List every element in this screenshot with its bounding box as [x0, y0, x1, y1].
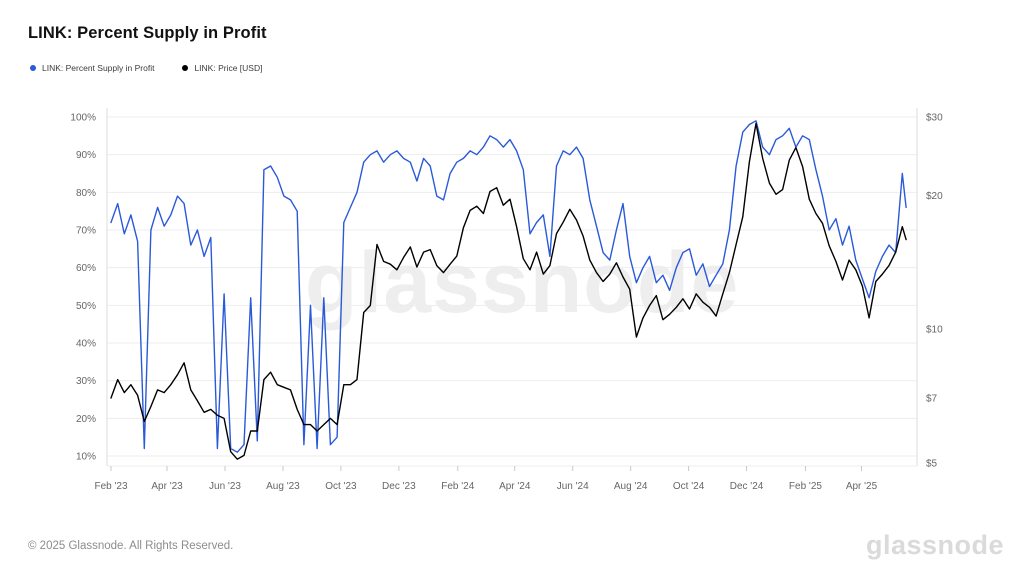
page-title: LINK: Percent Supply in Profit [28, 24, 267, 42]
y-axis-label-right: $10 [926, 325, 943, 336]
x-axis-label: Jun '23 [209, 481, 241, 492]
y-axis-label-right: $7 [926, 394, 938, 405]
legend-dot-price-icon [182, 65, 189, 71]
legend-dot-percent-icon [30, 65, 36, 71]
y-axis-label-right: $20 [926, 191, 943, 202]
legend-item-percent-supply-in-profit[interactable]: LINK: Percent Supply in Profit [30, 63, 154, 73]
chart-legend: LINK: Percent Supply in Profit LINK: Pri… [30, 63, 262, 73]
x-axis-label: Dec '24 [730, 481, 764, 492]
y-axis-label-left: 50% [76, 301, 96, 312]
series-line-percent-supply-in-profit [110, 120, 907, 453]
x-axis-label: Feb '23 [94, 481, 127, 492]
x-axis-label: Jun '24 [557, 481, 589, 492]
y-axis-label-left: 30% [76, 376, 96, 387]
x-axis-label: Feb '25 [789, 481, 822, 492]
y-axis-label-left: 70% [76, 226, 96, 237]
footer-copyright: © 2025 Glassnode. All Rights Reserved. [28, 540, 234, 552]
y-axis-label-right: $30 [926, 113, 943, 124]
x-axis-label: Apr '25 [846, 481, 878, 492]
y-axis-label-left: 80% [76, 188, 96, 199]
y-axis-label-left: 10% [76, 452, 96, 463]
x-axis-label: Oct '24 [673, 481, 705, 492]
y-axis-label-left: 20% [76, 414, 96, 425]
legend-label: LINK: Percent Supply in Profit [42, 63, 155, 73]
y-axis-label-left: 100% [70, 113, 96, 124]
y-axis-label-left: 90% [76, 150, 96, 161]
series-line-price-usd [110, 122, 907, 460]
x-axis-label: Aug '24 [614, 481, 648, 492]
glassnode-logo: glassnode [865, 530, 1004, 560]
x-axis-label: Apr '23 [151, 481, 183, 492]
x-axis-label: Apr '24 [499, 481, 531, 492]
x-axis-label: Feb '24 [441, 481, 474, 492]
legend-label: LINK: Price [USD] [194, 63, 263, 73]
x-axis-label: Dec '23 [382, 481, 416, 492]
y-axis-label-left: 40% [76, 339, 96, 350]
x-axis-label: Aug '23 [266, 481, 300, 492]
y-axis-label-left: 60% [76, 263, 96, 274]
x-axis-label: Oct '23 [325, 481, 357, 492]
legend-item-price-usd[interactable]: LINK: Price [USD] [182, 63, 262, 73]
y-axis-label-right: $5 [926, 459, 938, 470]
